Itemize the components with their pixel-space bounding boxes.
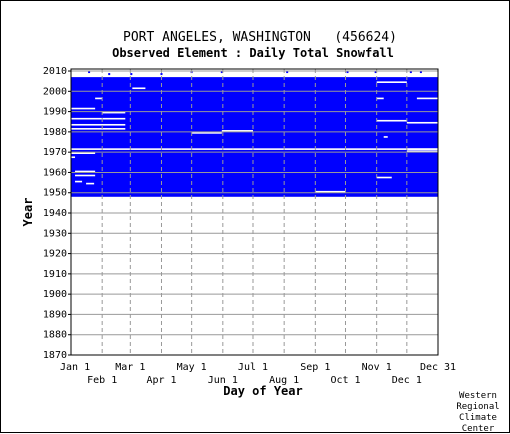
missing-segment-5 bbox=[71, 128, 126, 130]
x-tick-label-bottom-2: Jun 1 bbox=[208, 375, 238, 386]
credit-line-4: Center bbox=[462, 424, 495, 434]
x-tick-label-bottom-5: Dec 1 bbox=[392, 375, 422, 386]
observed-mark-0 bbox=[88, 71, 91, 74]
plot-area bbox=[70, 68, 439, 356]
observed-mark-7 bbox=[346, 71, 349, 74]
missing-segment-22 bbox=[315, 190, 346, 193]
missing-segment-4 bbox=[71, 123, 126, 126]
x-tick-label-bottom-4: Oct 1 bbox=[330, 375, 360, 386]
missing-segment-23 bbox=[376, 81, 407, 83]
x-tick-label-top-5: Nov 1 bbox=[362, 362, 392, 373]
x-tick-label-top-0: Jan 1 bbox=[60, 362, 90, 373]
x-axis-label: Day of Year bbox=[223, 384, 302, 398]
y-tick-label-1960: 1960 bbox=[43, 167, 67, 178]
grid-lines bbox=[71, 69, 438, 356]
y-tick-label-1980: 1980 bbox=[43, 127, 67, 138]
missing-segment-15 bbox=[376, 97, 384, 100]
credit-line-1: Western bbox=[459, 391, 497, 401]
y-tick-label-1950: 1950 bbox=[43, 188, 67, 199]
y-tick-label-1890: 1890 bbox=[43, 309, 67, 320]
y-tick-label-2010: 2010 bbox=[43, 66, 67, 77]
missing-segment-6 bbox=[221, 130, 253, 132]
credit-line-2: Regional bbox=[456, 402, 499, 412]
y-tick-label-1990: 1990 bbox=[43, 107, 67, 118]
x-tick-label-top-2: May 1 bbox=[177, 362, 207, 373]
missing-segment-24 bbox=[416, 97, 438, 100]
missing-segment-11 bbox=[75, 170, 96, 173]
chart-title: PORT ANGELES, WASHINGTON (456624) bbox=[123, 30, 397, 45]
y-tick-label-1880: 1880 bbox=[43, 330, 67, 341]
chart-subtitle: Observed Element : Daily Total Snowfall bbox=[112, 46, 394, 60]
observed-block-0 bbox=[71, 77, 438, 197]
x-tick-label-bottom-0: Feb 1 bbox=[87, 375, 117, 386]
y-axis-ticks: 1870 1880 1890 1900 1910 1920 1930 1940 1950 1960… bbox=[43, 66, 71, 361]
missing-segment-2 bbox=[102, 111, 126, 114]
x-tick-label-top-1: Mar 1 bbox=[115, 362, 145, 373]
missing-segment-25 bbox=[132, 87, 146, 90]
y-tick-label-1930: 1930 bbox=[43, 228, 67, 239]
credit-line-3: Climate bbox=[459, 413, 497, 423]
y-tick-label-1900: 1900 bbox=[43, 289, 67, 300]
y-tick-label-1910: 1910 bbox=[43, 269, 67, 280]
observed-mark-10 bbox=[419, 71, 422, 74]
missing-segment-8 bbox=[71, 148, 438, 150]
missing-segment-18 bbox=[383, 136, 388, 138]
x-tick-label-bottom-3: Aug 1 bbox=[269, 375, 299, 386]
missing-segment-7 bbox=[191, 132, 222, 134]
x-tick-label-bottom-1: Apr 1 bbox=[146, 375, 176, 386]
missing-segment-1 bbox=[71, 107, 96, 110]
x-tick-label-top-4: Sep 1 bbox=[300, 362, 330, 373]
missing-segment-9 bbox=[71, 152, 96, 154]
missing-segment-0 bbox=[95, 97, 103, 100]
observed-mark-3 bbox=[160, 73, 163, 76]
observed-mark-5 bbox=[220, 71, 223, 74]
missing-segment-21 bbox=[376, 176, 392, 179]
x-axis-ticks: Jan 1 Mar 1 May 1 Jul 1 Sep 1 Nov 1 Dec 31 Feb … bbox=[60, 362, 456, 386]
observed-blocks bbox=[71, 77, 438, 197]
missing-segment-13 bbox=[75, 180, 83, 183]
y-tick-label-1920: 1920 bbox=[43, 249, 67, 260]
missing-segments bbox=[71, 81, 438, 193]
missing-segment-16 bbox=[376, 119, 407, 122]
y-tick-label-2000: 2000 bbox=[43, 86, 67, 97]
missing-segment-14 bbox=[86, 182, 95, 185]
missing-segment-17 bbox=[406, 121, 438, 124]
observed-mark-9 bbox=[409, 71, 412, 74]
observed-mark-6 bbox=[286, 71, 289, 74]
missing-segment-10 bbox=[71, 156, 76, 159]
observed-mark-8 bbox=[374, 71, 377, 74]
missing-segment-12 bbox=[75, 174, 96, 177]
observed-mark-1 bbox=[108, 73, 111, 76]
y-tick-label-1940: 1940 bbox=[43, 208, 67, 219]
wrcc-credit: Western Regional Climate Center bbox=[456, 391, 499, 434]
y-axis-label: Year bbox=[21, 198, 35, 227]
observed-mark-2 bbox=[130, 73, 133, 76]
y-tick-label-1970: 1970 bbox=[43, 147, 67, 158]
missing-segment-3 bbox=[71, 117, 126, 120]
missing-segment-19 bbox=[406, 148, 438, 150]
missing-segment-20 bbox=[406, 150, 438, 152]
y-tick-label-1870: 1870 bbox=[43, 350, 67, 361]
x-tick-label-top-6: Dec 31 bbox=[420, 362, 456, 373]
plot-border bbox=[70, 68, 439, 356]
x-tick-label-top-3: Jul 1 bbox=[238, 362, 268, 373]
